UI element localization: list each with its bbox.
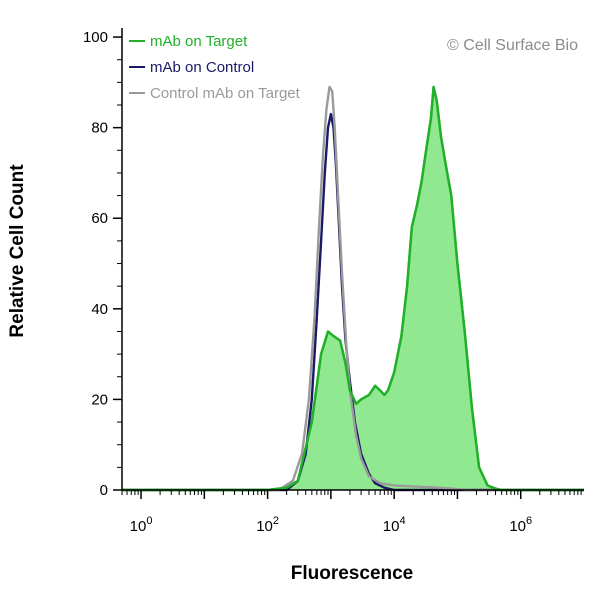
- legend-label: mAb on Target: [150, 33, 248, 50]
- series-line-control-mab-on-target: [122, 85, 584, 492]
- y-axis-title: Relative Cell Count: [7, 164, 28, 338]
- x-tick-label: 100: [130, 515, 153, 535]
- y-tick-label: 40: [91, 301, 108, 318]
- ticks-layer: 0 20 40 60 80 100 100 102 104 106: [83, 29, 582, 535]
- series-fill-mab-on-target: [122, 86, 584, 491]
- watermark: © Cell Surface Bio: [447, 37, 578, 54]
- series-line-top-mab-on-target: [122, 85, 584, 492]
- y-tick-label: 60: [91, 210, 108, 227]
- x-tick-label: 106: [509, 515, 532, 535]
- legend: mAb on Target mAb on Control Control mAb o…: [129, 33, 301, 102]
- series-layer: [122, 85, 584, 492]
- x-tick-label: 102: [256, 515, 279, 535]
- legend-label: mAb on Control: [150, 59, 254, 76]
- y-tick-label: 20: [91, 391, 108, 408]
- y-tick-label: 0: [100, 482, 108, 499]
- y-tick-label: 100: [83, 29, 108, 46]
- y-tick-label: 80: [91, 120, 108, 137]
- x-tick-label: 104: [383, 515, 406, 535]
- x-axis-title: Fluorescence: [291, 563, 414, 584]
- legend-label: Control mAb on Target: [150, 85, 301, 102]
